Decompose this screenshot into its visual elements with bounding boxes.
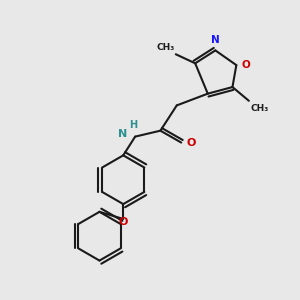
- Text: N: N: [118, 129, 127, 139]
- Text: CH₃: CH₃: [250, 104, 268, 113]
- Text: H: H: [130, 120, 138, 130]
- Text: O: O: [242, 60, 250, 70]
- Text: N: N: [211, 35, 220, 45]
- Text: O: O: [187, 138, 196, 148]
- Text: O: O: [118, 217, 128, 226]
- Text: CH₃: CH₃: [156, 43, 174, 52]
